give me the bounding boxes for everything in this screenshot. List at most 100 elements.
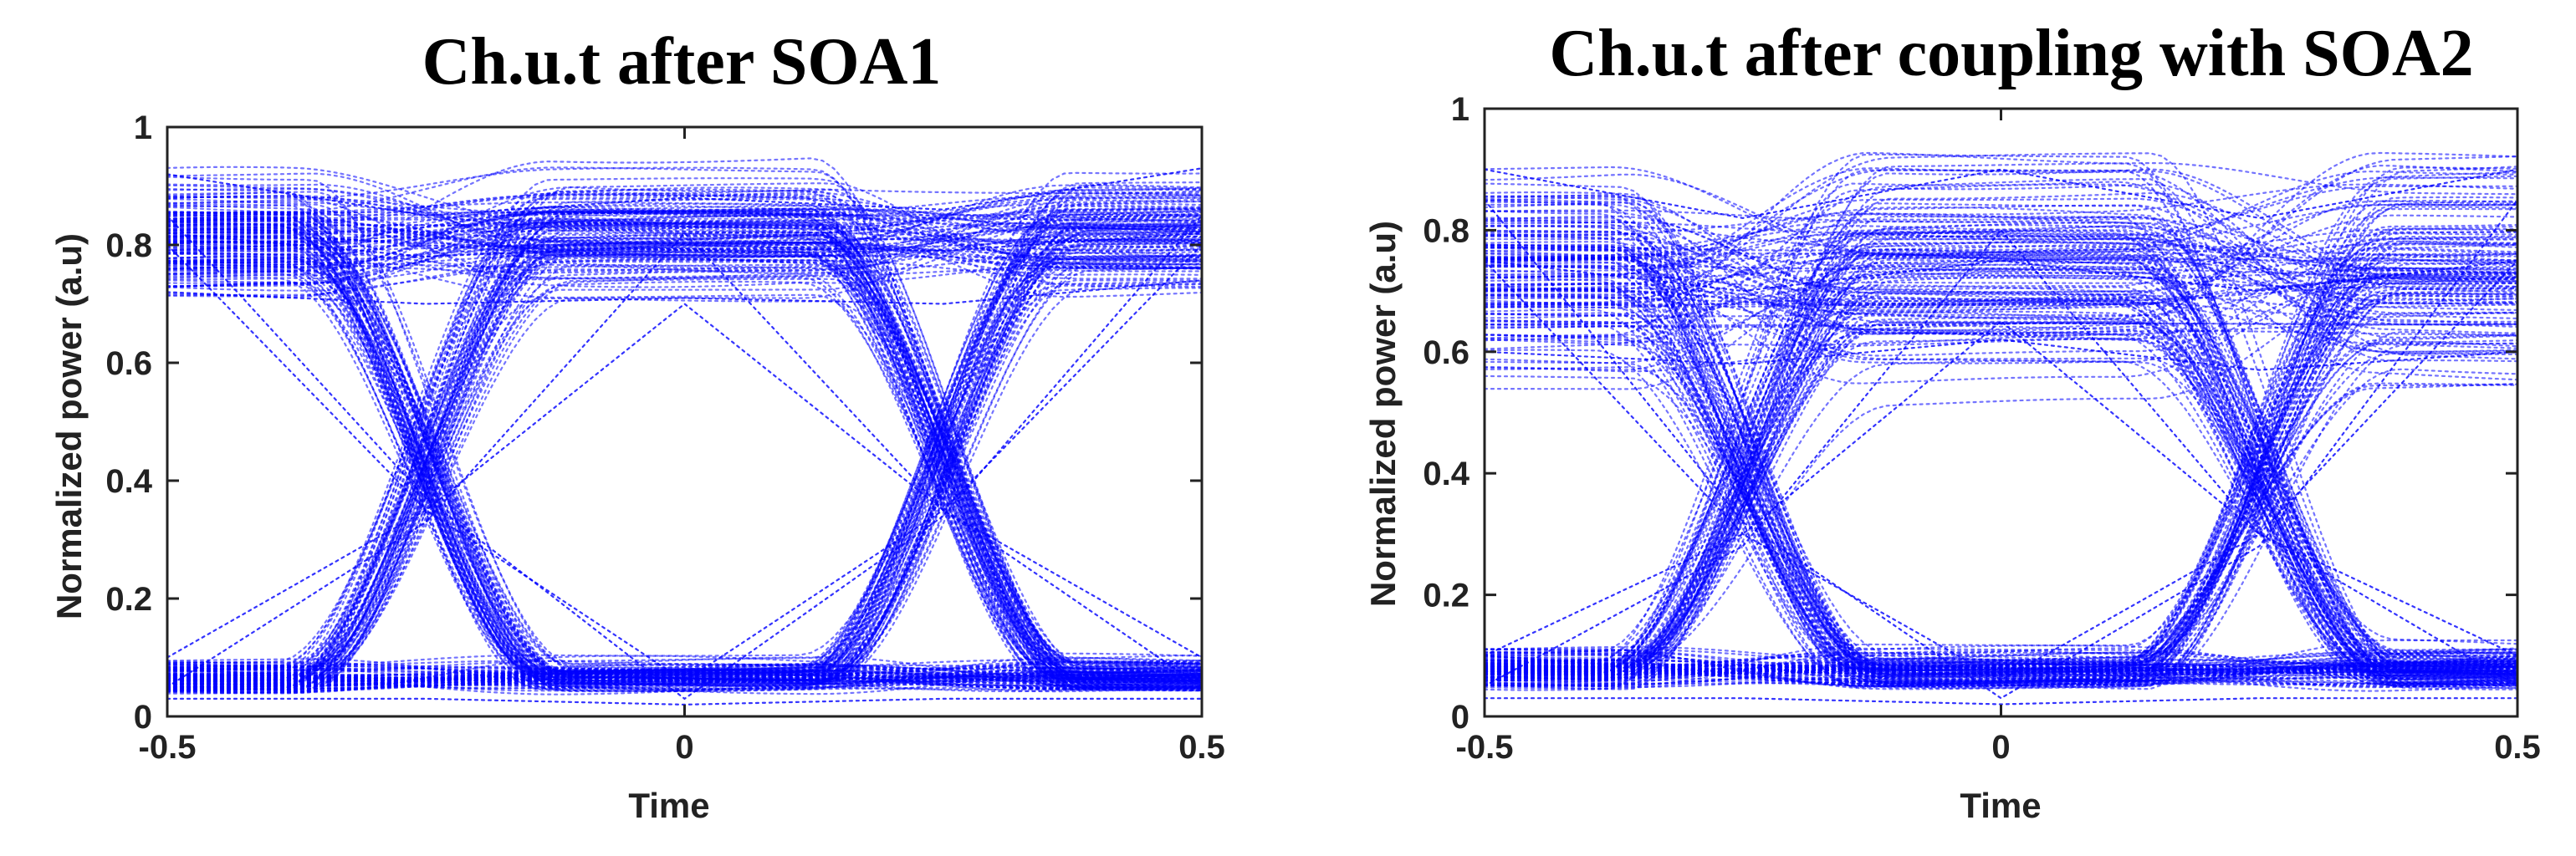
eye-trace: [166, 256, 1204, 673]
x-tick-label: 0.5: [1178, 729, 1225, 766]
eye-trace: [166, 259, 1204, 680]
eye-trace: [1483, 256, 2519, 390]
eye-trace: [1483, 358, 2519, 669]
eye-trace: [1483, 290, 2519, 666]
eye-trace: [1483, 166, 2519, 665]
eye-trace: [166, 212, 1204, 684]
series-line: [166, 167, 1204, 217]
eye-trace: [1483, 237, 2519, 357]
eye-trace: [166, 222, 1204, 666]
series-line: [1483, 199, 2519, 700]
eye-trace: [1483, 252, 2519, 651]
eye-trace: [1483, 324, 2519, 654]
eye-trace: [166, 255, 1204, 680]
eye-trace: [166, 237, 1204, 672]
eye-trace: [166, 188, 1204, 244]
axis-ticks: -0.5 0 0.500.20.40.60.81: [105, 110, 1224, 766]
eye-trace: [1483, 233, 2519, 690]
eye-trace: [166, 204, 1204, 683]
eye-trace: [166, 192, 1204, 670]
eye-trace: [166, 242, 1204, 690]
eye-trace: [1483, 224, 2519, 690]
eye-trace: [1483, 199, 2519, 678]
eye-trace: [166, 265, 1204, 679]
series-line: [1483, 259, 2519, 293]
eye-trace: [1483, 231, 2519, 686]
eye-trace: [166, 205, 1204, 280]
eye-trace: [1483, 298, 2519, 682]
series-line: [1483, 697, 2519, 706]
eye-trace: [1483, 339, 2519, 679]
y-tick-label: 0.6: [105, 345, 152, 382]
eye-trace: [166, 224, 1204, 694]
eye-trace: [166, 261, 1204, 675]
eye-traces: [166, 157, 1204, 706]
y-tick-label: 0.2: [1423, 578, 1469, 614]
eye-trace: [166, 239, 1204, 685]
eye-trace: [166, 263, 1204, 678]
eye-trace: [1483, 342, 2519, 680]
y-axis-label: Normalized power (a.u): [49, 233, 89, 619]
y-tick-label: 0: [1451, 699, 1469, 736]
eye-trace: [1483, 240, 2519, 690]
eye-trace: [1483, 169, 2519, 286]
eye-trace: [166, 242, 1204, 689]
eye-trace: [166, 245, 1204, 675]
x-tick-label: -0.5: [1456, 729, 1514, 766]
eye-trace: [1483, 152, 2519, 675]
eye-trace: [1483, 298, 2519, 687]
eye-trace: [1483, 151, 2519, 680]
eye-trace: [166, 176, 1204, 675]
eye-trace: [166, 270, 1204, 680]
eye-trace: [1483, 169, 2519, 675]
eye-trace: [166, 259, 1204, 671]
eye-trace: [166, 251, 1204, 687]
eye-trace: [166, 247, 1204, 690]
eye-trace: [1483, 183, 2519, 280]
eye-trace: [166, 282, 1204, 686]
y-tick-label: 0.6: [1423, 334, 1469, 371]
eye-trace: [166, 212, 1204, 677]
eye-trace: [166, 205, 1204, 682]
eye-trace: [1483, 645, 2519, 675]
eye-trace: [166, 191, 1204, 251]
eye-trace: [1483, 225, 2519, 675]
y-tick-label: 1: [134, 110, 152, 146]
eye-trace: [1483, 170, 2519, 297]
eye-trace: [166, 256, 1204, 673]
eye-trace: [1483, 167, 2519, 363]
eye-trace: [166, 253, 1204, 689]
x-axis-label: Time: [1960, 786, 2041, 825]
x-tick-label: 0.5: [2494, 729, 2541, 766]
eye-trace: [1483, 263, 2519, 665]
x-axis-label: Time: [628, 786, 709, 825]
series-line: [166, 214, 1204, 701]
eye-trace: [1483, 252, 2519, 318]
eye-traces: [1483, 151, 2519, 706]
eye-trace: [1483, 366, 2519, 672]
eye-trace: [166, 239, 1204, 680]
eye-trace: [1483, 661, 2519, 687]
eye-trace: [1483, 200, 2519, 321]
series-line: [1483, 339, 2519, 371]
eye-trace: [166, 261, 1204, 685]
eye-trace: [166, 187, 1204, 690]
eye-trace: [1483, 155, 2519, 672]
eye-trace: [166, 260, 1204, 689]
eye-trace: [1483, 191, 2519, 669]
eye-trace: [166, 298, 1204, 688]
eye-trace: [1483, 303, 2519, 685]
eye-trace: [1483, 267, 2519, 675]
eye-trace: [166, 221, 1204, 681]
chart-title: Ch.u.t after coupling with SOA2: [1549, 17, 2473, 90]
eye-trace: [166, 198, 1204, 690]
eye-trace: [166, 217, 1204, 675]
eye-trace: [1483, 257, 2519, 685]
eye-trace: [166, 238, 1204, 685]
eye-trace: [1483, 237, 2519, 667]
eye-trace: [166, 238, 1204, 682]
eye-trace: [1483, 212, 2519, 659]
eye-trace: [1483, 245, 2519, 670]
y-tick-label: 0.4: [105, 463, 152, 500]
